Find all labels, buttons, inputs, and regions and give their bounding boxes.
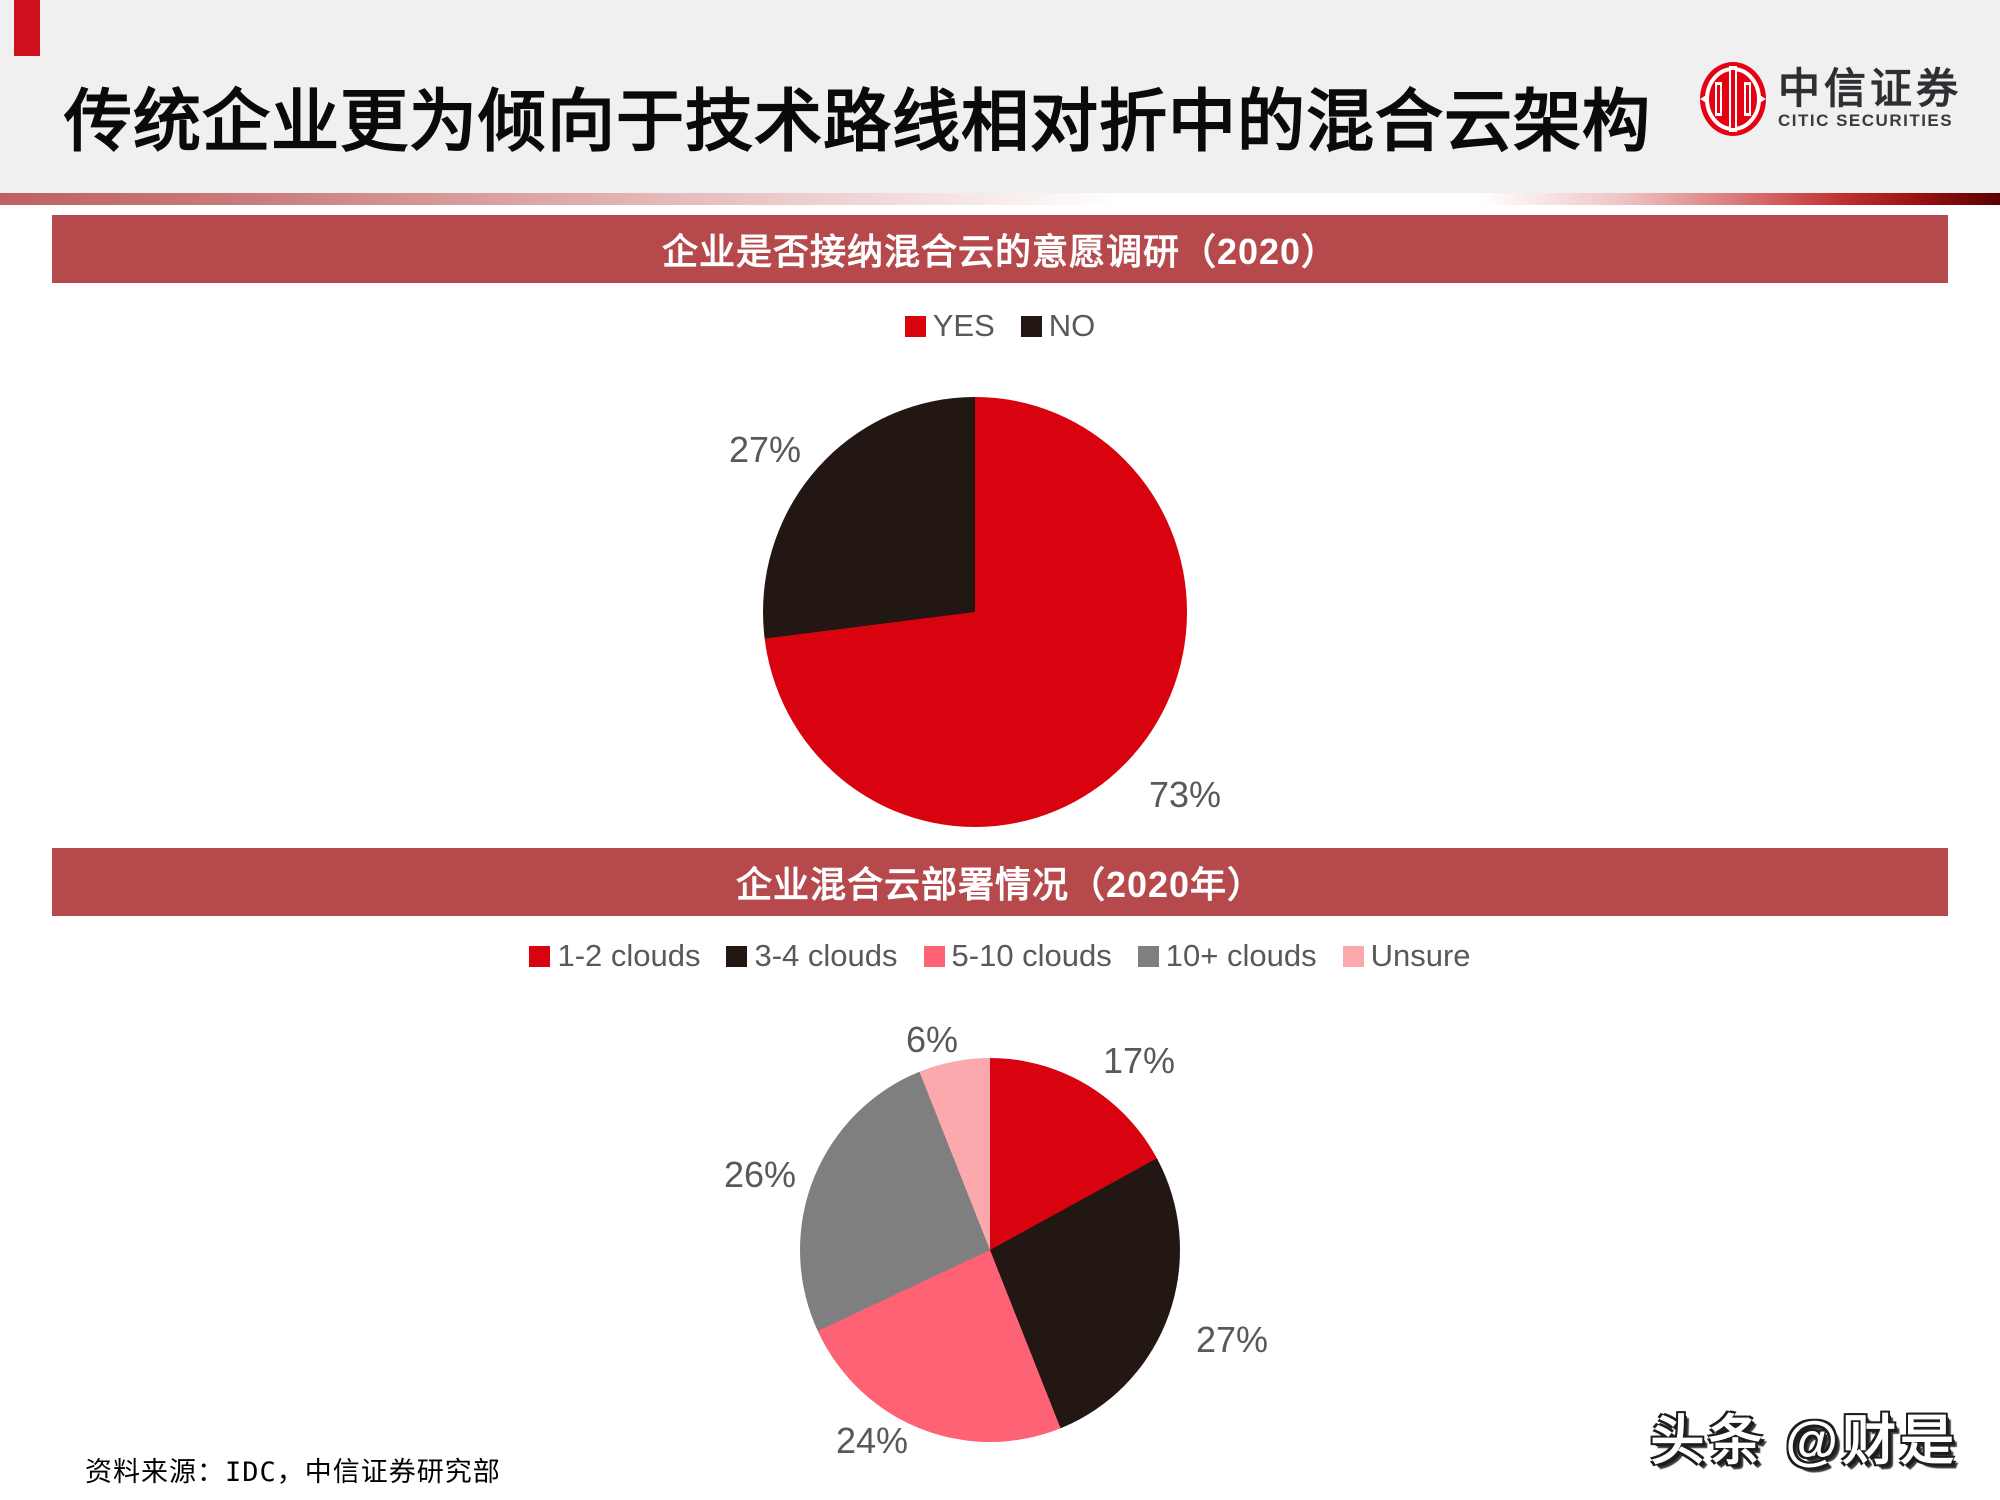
chart2-title: 企业混合云部署情况（2020年）	[735, 864, 1265, 905]
legend-item-3-4-clouds: 3-4 clouds	[726, 938, 898, 974]
legend-item-unsure: Unsure	[1342, 938, 1471, 974]
legend-label-no: NO	[1048, 308, 1096, 343]
source-note: 资料来源：IDC，中信证券研究部	[85, 1457, 501, 1488]
legend-label-yes: YES	[932, 308, 995, 343]
legend-swatch-10plus-clouds	[1137, 945, 1159, 967]
toutiao-watermark: 头条 @财是	[1650, 1411, 1958, 1471]
citic-logo: 中信证券 CITIC SECURITIES	[1698, 60, 1962, 138]
slice-label-no: 27%	[728, 429, 802, 470]
legend-item-10plus-clouds: 10+ clouds	[1137, 938, 1317, 974]
chart1-legend: YES NO	[0, 308, 2000, 344]
logo-text: 中信证券 CITIC SECURITIES	[1777, 64, 1962, 131]
logo-name-en: CITIC SECURITIES	[1777, 110, 1954, 130]
legend-swatch-1-2-clouds	[529, 945, 551, 967]
legend-swatch-5-10-clouds	[923, 945, 945, 967]
gradient-divider	[0, 193, 2000, 205]
legend-swatch-no	[1020, 315, 1042, 337]
legend-swatch-yes	[904, 315, 926, 337]
slice-label-10plus-clouds: 26%	[723, 1154, 797, 1195]
legend-item-yes: YES	[904, 308, 995, 344]
slice-label-unsure: 6%	[905, 1019, 959, 1060]
slice-label-5-10-clouds: 24%	[835, 1420, 909, 1461]
legend-item-no: NO	[1020, 308, 1096, 344]
pie-chart-hybrid-cloud-deployment	[800, 1058, 1180, 1442]
legend-label-1-2-clouds: 1-2 clouds	[557, 938, 701, 973]
legend-item-5-10-clouds: 5-10 clouds	[923, 938, 1112, 974]
corner-accent-bar	[14, 0, 40, 56]
page-title: 传统企业更为倾向于技术路线相对折中的混合云架构	[64, 84, 1652, 160]
legend-label-10plus-clouds: 10+ clouds	[1165, 938, 1317, 973]
legend-swatch-3-4-clouds	[726, 945, 748, 967]
chart1-title: 企业是否接纳混合云的意愿调研（2020）	[661, 231, 1339, 272]
citic-logo-icon	[1699, 62, 1766, 136]
slide-header: 传统企业更为倾向于技术路线相对折中的混合云架构 中信证券 CITIC SECUR…	[0, 0, 2000, 193]
chart2-title-banner: 企业混合云部署情况（2020年）	[52, 848, 1948, 916]
legend-item-1-2-clouds: 1-2 clouds	[529, 938, 700, 974]
legend-label-3-4-clouds: 3-4 clouds	[754, 938, 898, 973]
chart2-legend: 1-2 clouds 3-4 clouds 5-10 clouds 10+ cl…	[0, 938, 2000, 974]
slice-label-1-2-clouds: 17%	[1102, 1040, 1176, 1081]
legend-label-unsure: Unsure	[1370, 938, 1471, 973]
slice-label-3-4-clouds: 27%	[1195, 1319, 1269, 1360]
pie-chart-hybrid-cloud-acceptance	[763, 397, 1187, 827]
slice-label-yes: 73%	[1148, 774, 1222, 815]
chart1-title-banner: 企业是否接纳混合云的意愿调研（2020）	[52, 215, 1948, 283]
logo-name-cn: 中信证券	[1777, 64, 1962, 112]
legend-swatch-unsure	[1342, 945, 1364, 967]
legend-label-5-10-clouds: 5-10 clouds	[951, 938, 1112, 973]
